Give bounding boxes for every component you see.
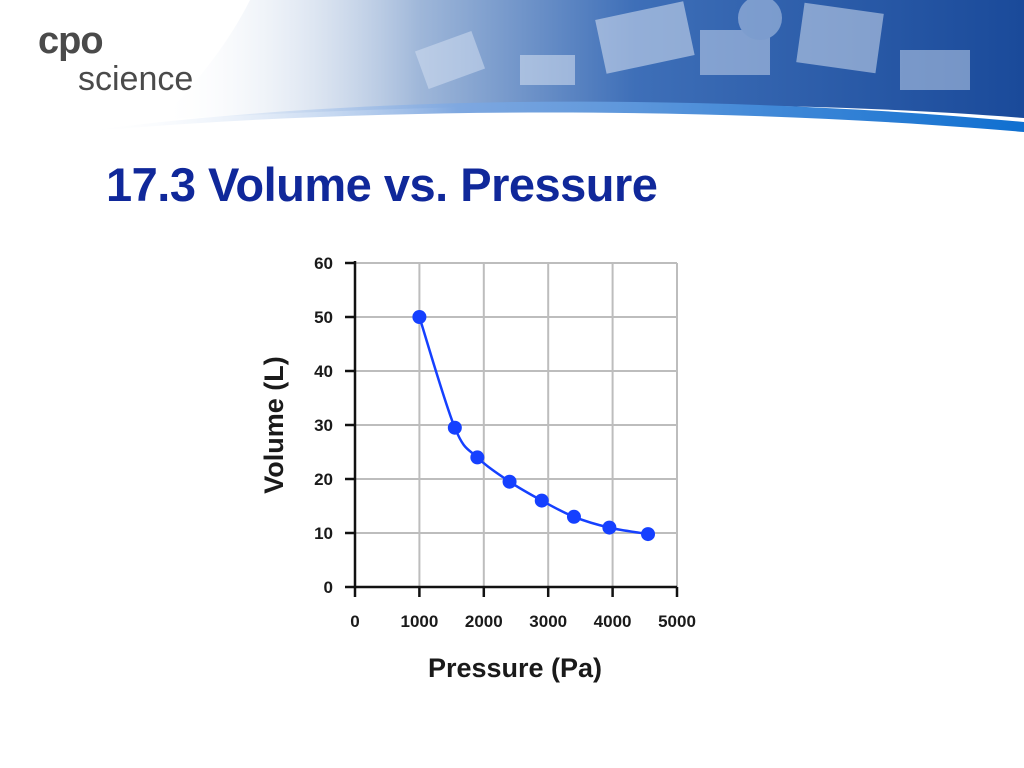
data-point [641, 527, 656, 542]
x-axis-title: Pressure (Pa) [428, 653, 602, 683]
data-points [412, 310, 656, 542]
y-axis-title: Volume (L) [259, 356, 289, 494]
x-tick-label: 1000 [400, 612, 438, 631]
tick-labels: 0 10 20 30 40 50 60 0 1000 2000 3000 4000 5000 [314, 254, 696, 631]
y-tick-label: 60 [314, 254, 333, 273]
x-tick-label: 0 [350, 612, 359, 631]
data-point [447, 420, 462, 435]
y-tick-label: 0 [324, 578, 333, 597]
x-tick-label: 3000 [529, 612, 567, 631]
axes [345, 261, 679, 597]
data-point [470, 450, 485, 465]
volume-pressure-chart: 0 10 20 30 40 50 60 0 1000 2000 3000 4000 5000 Press… [259, 254, 696, 683]
logo-brand: cpo [38, 20, 104, 62]
x-tick-label: 4000 [594, 612, 632, 631]
x-tick-label: 5000 [658, 612, 696, 631]
data-point [602, 520, 617, 535]
y-tick-label: 50 [314, 308, 333, 327]
logo-subbrand: science [78, 60, 194, 98]
slide-title: 17.3 Volume vs. Pressure [106, 158, 658, 211]
x-tick-label: 2000 [465, 612, 503, 631]
data-point [502, 474, 517, 489]
data-point [534, 493, 549, 508]
data-point [566, 509, 581, 524]
y-tick-label: 40 [314, 362, 333, 381]
y-tick-label: 30 [314, 416, 333, 435]
header-banner [80, 0, 1024, 132]
y-tick-label: 20 [314, 470, 333, 489]
cpo-science-logo: cpo science [38, 22, 193, 96]
y-tick-label: 10 [314, 524, 333, 543]
grid-lines [355, 262, 678, 587]
data-point [412, 310, 427, 324]
